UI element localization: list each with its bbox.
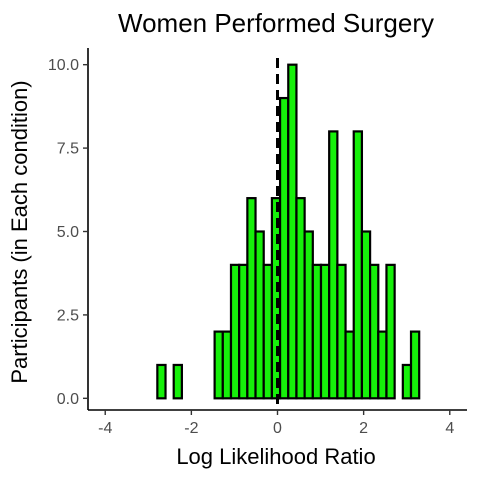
x-tick-label: -4 [98,420,112,437]
histogram-bar [287,63,298,400]
histogram-bars [156,63,421,400]
histogram-bar [328,130,339,400]
histogram-bar [172,363,183,400]
histogram-bar [229,263,241,400]
y-tick-label: 2.5 [57,307,79,324]
histogram-bar [409,330,421,400]
histogram-bar [352,130,364,400]
y-tick-label: 0.0 [57,391,79,408]
x-axis-ticks: -4 -2 0 2 4 [98,410,454,437]
y-axis-ticks: 0.0 2.5 5.0 7.5 10.0 [48,57,88,408]
histogram-bar [246,197,257,400]
x-axis-title: Log Likelihood Ratio [176,444,375,469]
histogram-bar [221,330,233,400]
histogram-bar [319,263,331,400]
histogram-bar [213,330,224,400]
histogram-bar [254,230,265,400]
histogram-bar [336,263,347,400]
x-tick-label: 0 [273,420,282,437]
chart-title: Women Performed Surgery [118,8,434,38]
x-tick-label: 2 [359,420,368,437]
histogram-bar [385,263,396,400]
histogram-bar [360,230,372,400]
histogram-bar [238,263,249,400]
x-tick-label: -2 [184,420,198,437]
y-axis-title: Participants (in Each condition) [7,80,32,383]
histogram-bar [344,330,355,400]
histogram-bar [377,330,388,400]
histogram-bar [156,363,167,400]
x-tick-label: 4 [445,420,454,437]
y-tick-label: 7.5 [57,141,79,158]
histogram-bar [303,230,314,400]
y-tick-label: 5.0 [57,224,79,241]
histogram-bar [311,263,323,400]
histogram-bar [262,263,274,400]
histogram-bar [368,263,380,400]
histogram-bar [401,363,413,400]
histogram-bar [295,197,306,400]
histogram-bar [278,96,290,400]
y-tick-label: 10.0 [48,57,79,74]
